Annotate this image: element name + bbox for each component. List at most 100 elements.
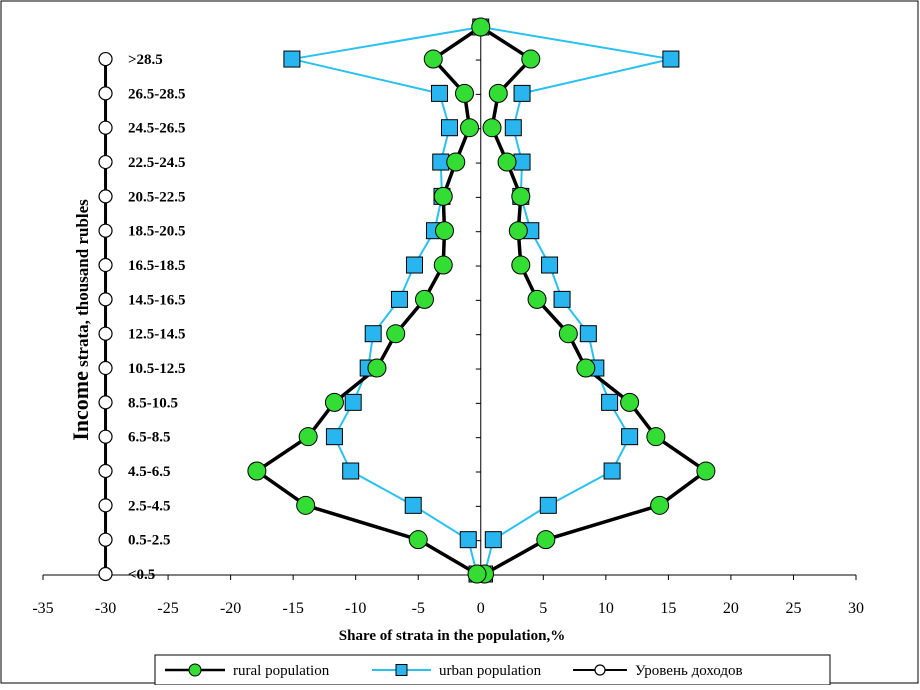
income-strata-point [98,257,113,273]
income-strata-point [98,566,113,582]
income-strata-point [98,463,113,479]
rural-point [324,392,344,412]
income-strata-point [98,51,113,67]
rural-point [497,152,517,172]
rural-point [471,17,491,37]
rural-point [576,358,596,378]
rural-point [508,221,528,241]
income-category-label: 20.5-22.5 [128,189,186,205]
rural-point [386,324,406,344]
income-strata-point [98,429,113,444]
x-tick-label: 0 [477,600,485,617]
rural-point [423,49,443,69]
labels-group: -35 -30 -25 -20 -15 -10 -5 0 5 10 15 20 25 30 <0.5 0.5-… [32,52,864,617]
y-axis-title: Income strata, thousand rubles [68,199,93,441]
income-category-label: 0.5-2.5 [128,533,171,549]
income-category-label: 22.5-24.5 [128,155,186,171]
income-category-label: <0.5 [128,567,155,583]
y-axis-title-small: strata, thousand rubles [73,199,92,371]
income-category-label: 18.5-20.5 [128,224,186,240]
income-strata-point [98,532,113,547]
rural-point [536,530,556,550]
rural-point [558,324,578,344]
rural-point [298,427,318,447]
x-tick-label: -25 [157,600,178,617]
income-strata-point [98,154,113,170]
urban-point [539,496,557,514]
x-tick-label: 20 [723,600,739,617]
legend-label: urban population [439,663,542,679]
urban-point [283,50,301,68]
income-strata-point [98,395,113,410]
rural-point [433,186,453,206]
urban-point [404,496,422,514]
urban-point [541,256,559,274]
legend-label: rural population [233,663,330,679]
income-strata-point [98,360,113,376]
income-category-label: 4.5-6.5 [128,464,171,480]
rural-point [650,495,670,515]
income-strata-point [98,292,113,307]
income-category-label: 8.5-10.5 [128,395,178,411]
income-strata-point [98,120,113,135]
income-category-label: 16.5-18.5 [128,258,186,274]
x-tick-label: -15 [282,600,303,617]
income-category-label: 12.5-14.5 [128,327,186,343]
income-strata-point [98,326,113,341]
urban-point [504,119,522,137]
income-category-label: >28.5 [128,52,163,68]
rural-point [367,358,387,378]
urban-point [621,428,639,446]
rural-population-line [253,24,709,576]
income-strata-point [98,223,113,238]
x-tick-label: -5 [412,600,425,617]
rural-point [446,152,466,172]
rural-point [247,461,267,481]
urban-point [601,393,619,411]
income-category-label: 10.5-12.5 [128,361,186,377]
x-axis-title: Share of strata in the population,% [339,628,565,644]
urban-point [459,531,477,549]
rural-point [460,118,480,138]
legend-label: Уровень доходов [635,663,743,679]
urban-point [513,84,531,102]
rural-point [521,49,541,69]
x-tick-label: -35 [32,600,53,617]
rural-point [482,118,502,138]
x-tick-label: -20 [220,600,241,617]
rural-point [620,392,640,412]
income-strata-point [98,498,113,513]
legend-urban-marker [395,664,408,676]
income-category-label: 24.5-26.5 [128,121,186,137]
rural-point [467,564,487,584]
legend-income-marker [594,664,606,676]
rural-point [511,186,531,206]
income-category-label: 26.5-28.5 [128,86,186,102]
x-tick-label: -30 [95,600,116,617]
x-tick-label: 5 [539,600,547,617]
x-tick-label: 10 [598,600,614,617]
rural-point [296,495,316,515]
rural-point [527,289,547,309]
y-axis-title-big: Income [68,371,93,441]
rural-point [696,461,716,481]
income-category-label: 6.5-8.5 [128,430,171,446]
urban-point [342,462,360,480]
legend: rural population urban population Уровень … [154,654,831,686]
urban-point [553,290,571,308]
rural-point [488,83,508,103]
rural-point [414,289,434,309]
urban-population-line [291,25,672,575]
x-tick-label: 25 [785,600,801,617]
urban-point [364,325,382,343]
x-tick-label: -10 [345,600,366,617]
income-category-label: 14.5-16.5 [128,292,186,308]
x-tick-label: 30 [848,600,864,617]
urban-point [344,393,362,411]
urban-point [662,50,680,68]
urban-point [390,290,408,308]
income-strata-point [98,86,113,101]
rural-point [408,530,428,550]
